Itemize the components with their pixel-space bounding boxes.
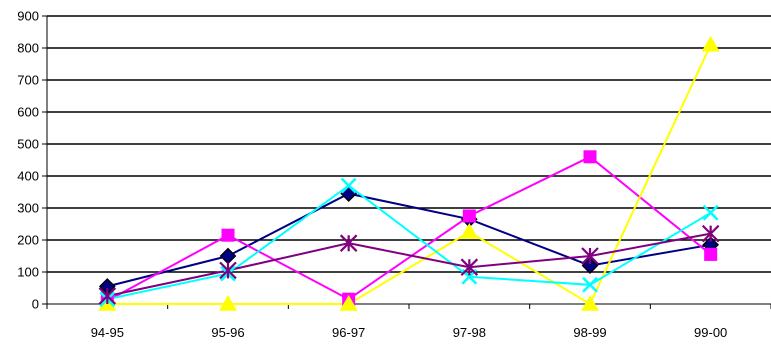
y-tick-label: 800 xyxy=(17,41,39,56)
x-tick-label-95-96: 95-96 xyxy=(211,325,244,340)
gridlines xyxy=(47,15,771,273)
marker-s4-3 xyxy=(460,258,479,276)
y-tick-label: 0 xyxy=(32,297,39,312)
series-lines xyxy=(106,44,712,306)
y-tick-label: 900 xyxy=(17,9,39,24)
marker-s1-4 xyxy=(583,150,597,164)
series-line-1 xyxy=(106,155,712,302)
marker-s3-4 xyxy=(582,276,598,293)
series-line-3 xyxy=(107,184,712,301)
y-tick-label: 300 xyxy=(17,201,39,216)
marker-s1-5 xyxy=(704,247,718,261)
marker-s2-5 xyxy=(701,35,720,52)
marker-s4-2 xyxy=(339,234,358,252)
x-tick-label-94-95: 94-95 xyxy=(91,325,124,340)
marker-s1-3 xyxy=(462,209,476,223)
marker-s4-5 xyxy=(701,224,720,243)
marker-s0-1 xyxy=(219,247,237,265)
series-line-2 xyxy=(107,44,712,306)
marker-s2-1 xyxy=(219,295,237,311)
y-tick-label: 500 xyxy=(17,137,39,152)
x-tick-label-97-98: 97-98 xyxy=(453,325,486,340)
marker-s3-5 xyxy=(702,204,719,221)
x-axis-tick-labels: 94-95 95-96 96-97 97-98 98-99 99-00 xyxy=(91,325,728,340)
series-markers xyxy=(98,35,720,311)
series-line-4 xyxy=(107,232,711,297)
x-tick-label-96-97: 96-97 xyxy=(332,325,365,340)
marker-s2-2 xyxy=(339,295,358,311)
marker-s1-1 xyxy=(221,228,235,242)
y-tick-label: 100 xyxy=(17,265,39,280)
axes xyxy=(42,15,771,309)
x-tick-label-98-99: 98-99 xyxy=(573,325,606,340)
marker-s4-0 xyxy=(98,287,117,305)
marker-s2-4 xyxy=(581,295,599,311)
x-tick-label-99-00: 99-00 xyxy=(694,325,727,340)
y-tick-label: 200 xyxy=(17,233,39,248)
marker-s4-4 xyxy=(581,247,599,265)
y-tick-label: 700 xyxy=(17,73,39,88)
marker-s0-4 xyxy=(581,257,599,274)
y-axis-tick-labels: 0 100 200 300 400 500 600 700 800 900 xyxy=(17,9,39,312)
marker-s3-2 xyxy=(340,177,357,194)
marker-s2-3 xyxy=(460,223,479,239)
y-tick-label: 400 xyxy=(17,169,39,184)
y-tick-label: 600 xyxy=(17,105,39,120)
marker-s4-1 xyxy=(219,261,237,280)
